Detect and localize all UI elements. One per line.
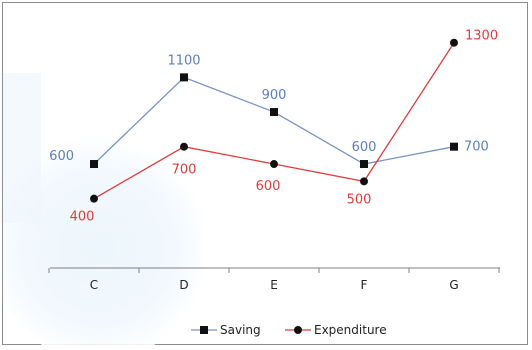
data-label: 600 <box>49 149 74 164</box>
x-tick-label: D <box>179 278 188 292</box>
data-label: 1300 <box>465 29 498 44</box>
x-tick-label: E <box>270 278 278 292</box>
legend-item-expenditure: Expenditure <box>285 323 387 337</box>
data-label: 700 <box>464 140 489 155</box>
data-label: 400 <box>70 210 95 225</box>
legend-circle-marker <box>294 326 302 334</box>
data-labels: 600 1100 900 600 700 400 700 600 500 1300 <box>49 29 498 225</box>
data-label: 1100 <box>167 53 200 68</box>
square-marker <box>270 108 278 117</box>
circle-marker <box>270 160 278 169</box>
x-axis: C D E F G <box>48 267 500 292</box>
legend-item-saving: Saving <box>191 323 261 337</box>
legend: Saving Expenditure <box>191 323 387 337</box>
circle-marker <box>360 177 368 186</box>
watermark <box>0 73 210 350</box>
series-saving <box>90 73 458 169</box>
square-marker <box>360 160 368 169</box>
series-expenditure <box>90 38 458 203</box>
x-tick-label: C <box>90 278 98 292</box>
legend-label: Expenditure <box>314 323 387 337</box>
square-marker <box>450 142 458 151</box>
data-label: 600 <box>352 140 377 155</box>
data-label: 900 <box>262 88 287 103</box>
x-tick-label: G <box>449 278 458 292</box>
data-label: 600 <box>256 179 281 194</box>
line-chart: C D E F G 600 1100 900 600 700 400 700 600 500 1300 S… <box>0 29 500 350</box>
data-label: 500 <box>347 192 372 207</box>
square-marker <box>90 160 98 169</box>
square-marker <box>180 73 188 82</box>
circle-marker <box>450 38 458 47</box>
circle-marker <box>180 142 188 151</box>
series-layer <box>90 38 458 203</box>
circle-marker <box>90 194 98 203</box>
x-tick-label: F <box>361 278 368 292</box>
legend-square-marker <box>200 326 208 334</box>
legend-label: Saving <box>220 323 261 337</box>
data-label: 700 <box>172 163 197 178</box>
